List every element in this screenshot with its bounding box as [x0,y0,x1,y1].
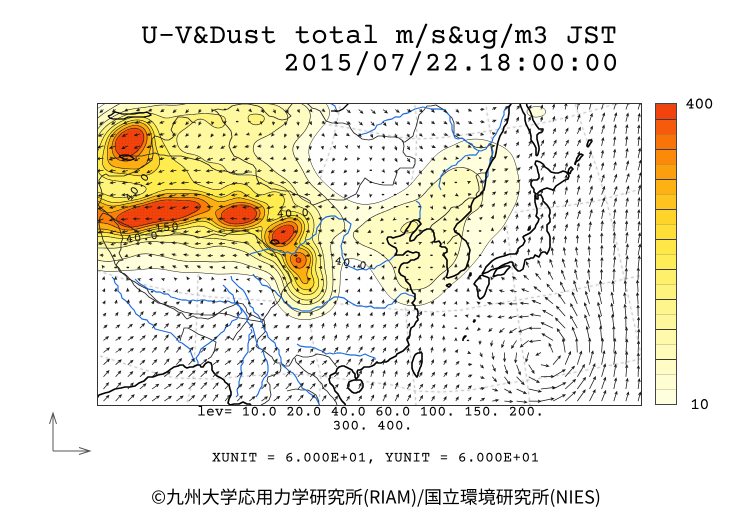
footer-credit: ©九州大学応用力学研究所(RIAM)/国立環境研究所(NIES) [0,484,752,510]
colorbar-segment [655,329,676,344]
contour-label [126,231,157,243]
contour-label-wrap [155,222,178,232]
contour-levels-line1: lev= 10.0 20.0 40.0 60.0 100. 150. 200. [5,405,749,419]
contour-levels-line2: 300. 400. [5,420,749,434]
chart-datetime: 2015/07/22.18:00:00 [288,51,610,74]
contour-label [155,222,178,232]
contour-label-wrap [276,208,308,218]
x-axis-arrowhead [78,447,92,455]
contour-label [334,257,366,270]
colorbar-segment [655,149,676,164]
colorbar-segment [655,284,676,299]
chart-title: U-V&Dust total m/s&ug/m3 JST [141,24,616,47]
map-panel [96,103,642,406]
axis-units: XUNIT = 6.000E+01, YUNIT = 6.000E+01 [4,450,748,464]
colorbar-segment [655,254,676,269]
colorbar-segment [655,374,676,389]
colorbar-segment [655,119,676,134]
contour-labels [125,174,366,270]
axes-arrows-icon [49,411,92,455]
footer-credit-text: ©九州大学応用力学研究所(RIAM)/国立環境研究所(NIES) [0,484,752,510]
colorbar-segment [655,224,676,239]
colorbar-segment [655,314,676,329]
contour-label-wrap [126,231,157,243]
coastlines [96,103,593,405]
colorbar-segment [655,344,676,359]
colorbar-segment [655,299,676,314]
colorbar-segment [655,104,676,119]
dust-contour-level-150 [96,119,314,291]
map-frame [96,103,642,406]
colorbar-segment [655,134,676,149]
colorbar-segment [655,269,676,284]
colorbar-segment [655,164,676,179]
colorbar-segment [655,179,676,194]
colorbar-segment [655,359,676,374]
contour-label [125,174,148,201]
wind-calm-dots [113,108,481,342]
contour-label [276,208,308,218]
y-axis-arrowhead [49,411,57,425]
map-layers [96,103,641,405]
dust-contour-level-400 [114,127,301,263]
colorbar-segment [655,194,676,209]
colorbar-segment [655,209,676,224]
wind-vectors [96,103,641,404]
map-overlay [96,103,641,405]
colorbar-max-label: 400 [684,96,711,111]
colorbar-segment [655,389,676,404]
contour-label-wrap [334,257,366,270]
contour-label-wrap [125,174,148,201]
colorbar [654,103,677,405]
colorbar-segment [655,239,676,254]
